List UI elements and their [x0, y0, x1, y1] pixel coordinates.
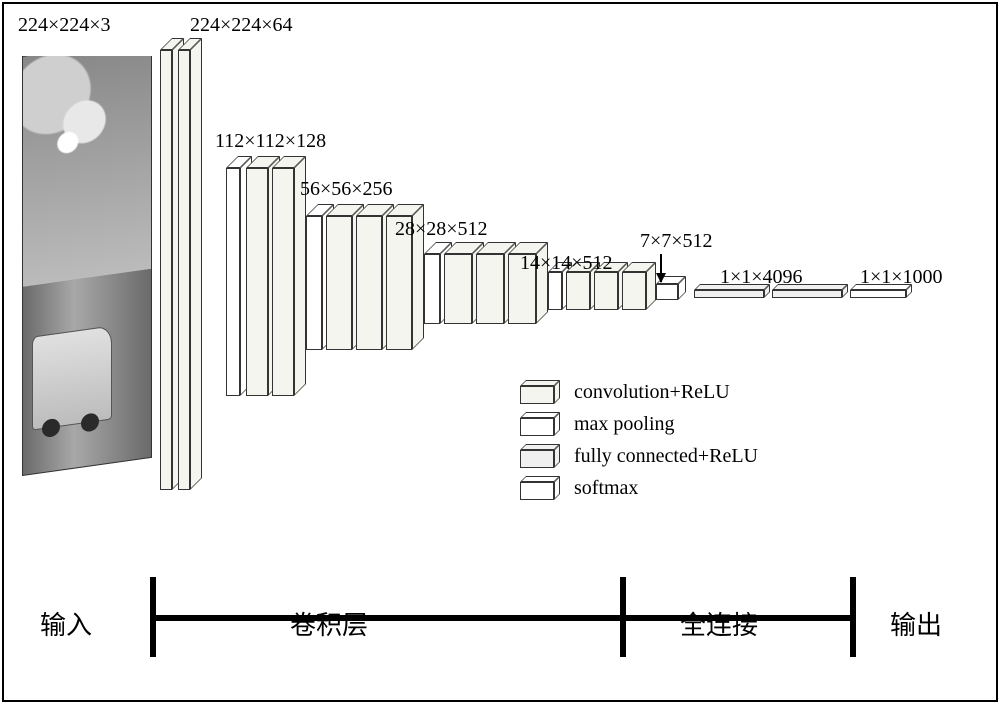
legend-cube-pool — [520, 412, 564, 436]
timeline-tick-2 — [850, 577, 856, 657]
timeline-tick-0 — [150, 577, 156, 657]
timeline-label-conv: 卷积层 — [290, 605, 368, 642]
dim-label-input: 224×224×3 — [18, 14, 111, 37]
dim-label-pool5: 7×7×512 — [640, 230, 713, 253]
legend-label-fc: fully connected+ReLU — [574, 445, 758, 468]
layer-fc1 — [694, 290, 770, 304]
layer-conv2b — [272, 168, 306, 408]
dim-label-fc: 1×1×4096 — [720, 266, 803, 289]
layer-pool5 — [656, 284, 686, 308]
legend-cube-conv — [520, 380, 564, 404]
dim-label-conv3: 56×56×256 — [300, 178, 393, 201]
dim-label-conv2: 112×112×128 — [215, 130, 326, 153]
legend-label-pool: max pooling — [574, 413, 675, 436]
layer-out — [850, 290, 912, 304]
diagram-stage: 224×224×3 224×224×64 112×112×128 56×56×2562… — [0, 0, 1000, 707]
dim-label-conv5: 14×14×512 — [520, 252, 613, 275]
input-image-car — [32, 326, 112, 432]
timeline-tick-1 — [620, 577, 626, 657]
layer-conv5c — [622, 272, 656, 320]
timeline: 输入卷积层全连接输出 — [60, 577, 940, 657]
timeline-label-fc: 全连接 — [680, 605, 758, 642]
legend: convolution+ReLU max pooling fully connect… — [520, 380, 758, 508]
dim-label-out: 1×1×1000 — [860, 266, 943, 289]
legend-row-conv: convolution+ReLU — [520, 380, 758, 404]
dim-label-conv1: 224×224×64 — [190, 14, 293, 37]
layer-fc2 — [772, 290, 848, 304]
input-image — [22, 56, 152, 476]
timeline-label-input: 输入 — [40, 605, 92, 642]
pool5-arrow — [660, 254, 662, 282]
legend-cube-softmax — [520, 476, 564, 500]
legend-cube-fc — [520, 444, 564, 468]
legend-row-pool: max pooling — [520, 412, 758, 436]
legend-label-conv: convolution+ReLU — [574, 381, 730, 404]
legend-label-softmax: softmax — [574, 477, 638, 500]
timeline-bar-0 — [150, 615, 620, 621]
layer-conv1b — [178, 50, 202, 502]
dim-label-conv4: 28×28×512 — [395, 218, 488, 241]
legend-row-softmax: softmax — [520, 476, 758, 500]
timeline-label-output: 输出 — [890, 605, 942, 642]
legend-row-fc: fully connected+ReLU — [520, 444, 758, 468]
